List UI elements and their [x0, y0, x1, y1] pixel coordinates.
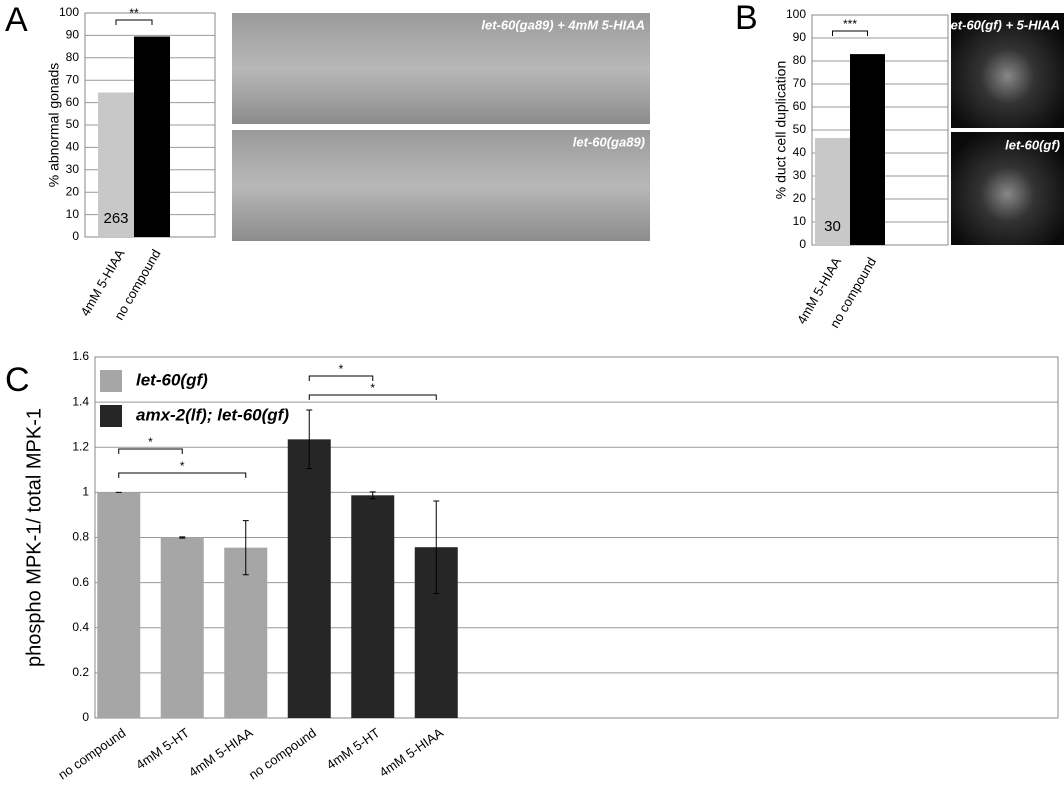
- y-tick-label: 70: [793, 76, 807, 90]
- bar: [815, 138, 850, 245]
- bar: [850, 54, 885, 245]
- y-tick-label: 80: [793, 53, 807, 67]
- y-tick-label: 60: [793, 99, 807, 113]
- bar: [97, 492, 141, 718]
- y-axis-label: % duct cell duplication: [773, 61, 789, 200]
- n-label: 30: [824, 218, 841, 235]
- significance-label: *: [339, 362, 344, 376]
- y-tick-label: 20: [793, 191, 807, 205]
- bar: [160, 537, 204, 718]
- image-caption: let-60(ga89) + 4mM 5-HIAA: [481, 17, 645, 32]
- y-axis-label: phospho MPK-1/ total MPK-1: [23, 408, 45, 667]
- image-caption: let-60(ga89): [573, 134, 645, 149]
- bar: [134, 36, 170, 237]
- significance-bracket: [118, 472, 247, 478]
- significance-bracket: [832, 30, 868, 36]
- y-tick-label: 0.6: [72, 575, 89, 589]
- y-tick-label: 40: [793, 145, 807, 159]
- n-label: 263: [103, 210, 128, 227]
- significance-label: **: [129, 6, 139, 20]
- legend-swatch: [100, 405, 122, 427]
- micrograph: [951, 13, 1064, 128]
- bar: [351, 495, 395, 718]
- y-tick-label: 90: [793, 30, 807, 44]
- y-tick-label: 0.8: [72, 530, 89, 544]
- legend-swatch: [100, 370, 122, 392]
- micrograph: [232, 13, 650, 124]
- bar: [98, 92, 134, 238]
- panel-label: A: [5, 1, 28, 39]
- y-tick-label: 0.4: [72, 620, 89, 634]
- panel-label: B: [735, 0, 758, 37]
- image-caption: let-60(gf): [1005, 137, 1060, 152]
- y-tick-label: 30: [66, 162, 80, 176]
- y-tick-label: 0.2: [72, 665, 89, 679]
- error-bar: [242, 520, 249, 576]
- error-bar: [433, 500, 440, 594]
- y-tick-label: 90: [66, 28, 80, 42]
- y-tick-label: 1.2: [72, 439, 89, 453]
- x-tick-label: 4mM 5-HT: [324, 725, 383, 773]
- x-tick-label: no compound: [246, 725, 319, 782]
- significance-label: *: [148, 435, 153, 449]
- error-bar: [306, 409, 313, 470]
- y-tick-label: 0: [82, 710, 89, 724]
- y-tick-label: 10: [66, 207, 80, 221]
- y-tick-label: 100: [59, 5, 79, 19]
- significance-label: *: [180, 459, 185, 473]
- y-tick-label: 0: [72, 229, 79, 243]
- y-tick-label: 1.6: [72, 349, 89, 363]
- y-tick-label: 60: [66, 95, 80, 109]
- x-tick-label: no compound: [55, 725, 128, 782]
- y-tick-label: 1: [82, 485, 89, 499]
- error-bar: [369, 491, 376, 500]
- significance-bracket: [308, 394, 437, 400]
- significance-bracket: [308, 375, 374, 381]
- y-tick-label: 100: [786, 7, 806, 21]
- y-tick-label: 50: [66, 117, 80, 131]
- micrograph: [951, 132, 1064, 245]
- y-axis-label: % abnormal gonads: [46, 63, 62, 188]
- y-tick-label: 0: [799, 237, 806, 251]
- bar: [224, 547, 268, 718]
- legend-label: let-60(gf): [136, 370, 208, 389]
- y-tick-label: 40: [66, 140, 80, 154]
- y-tick-label: 30: [793, 168, 807, 182]
- x-tick-label: 4mM 5-HIAA: [376, 725, 446, 780]
- significance-label: *: [370, 381, 375, 395]
- image-caption: let-60(gf) + 5-HIAA: [947, 17, 1060, 32]
- plot-frame: [94, 356, 1059, 719]
- error-bar: [179, 536, 186, 539]
- x-tick-label: 4mM 5-HIAA: [186, 725, 256, 780]
- significance-bracket: [118, 448, 183, 454]
- bar: [287, 439, 331, 718]
- y-tick-label: 70: [66, 72, 80, 86]
- significance-bracket: [115, 19, 153, 25]
- micrograph: [232, 130, 650, 241]
- n-label: 242: [139, 210, 164, 227]
- y-tick-label: 80: [66, 50, 80, 64]
- y-tick-label: 20: [66, 184, 80, 198]
- significance-label: ***: [843, 17, 857, 31]
- x-tick-label: 4mM 5-HT: [133, 725, 192, 773]
- y-tick-label: 1.4: [72, 394, 89, 408]
- panel-label: C: [5, 361, 30, 399]
- y-tick-label: 50: [793, 122, 807, 136]
- legend-label: amx-2(lf); let-60(gf): [136, 405, 289, 424]
- y-tick-label: 10: [793, 214, 807, 228]
- n-label: 30: [859, 218, 876, 235]
